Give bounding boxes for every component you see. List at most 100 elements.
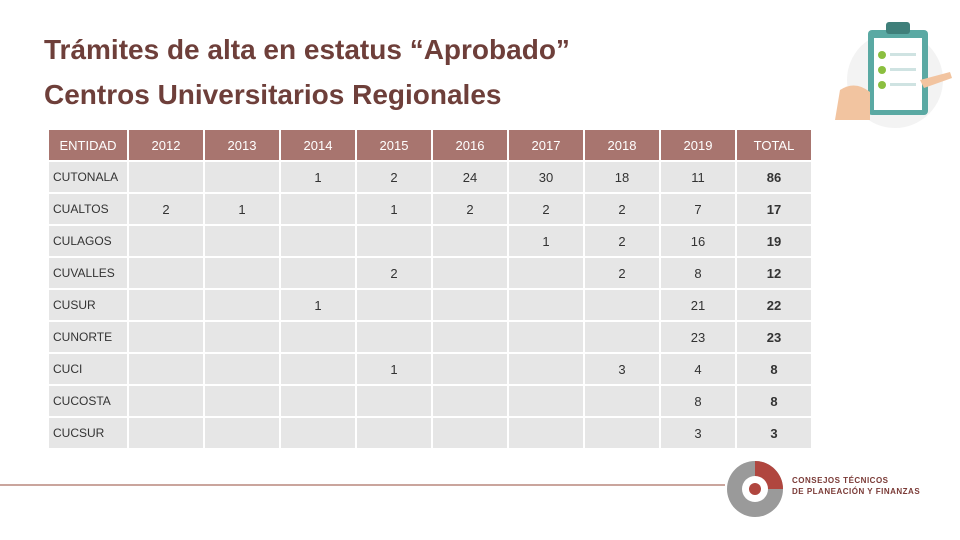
data-table: ENTIDAD 2012 2013 2014 2015 2016 2017 2018 2019 T… <box>47 128 813 450</box>
cell <box>279 416 357 450</box>
cell <box>127 384 205 418</box>
table-row: CUCSUR 3 3 <box>47 416 813 450</box>
cell: 3 <box>583 352 661 386</box>
cell: 23 <box>659 320 737 354</box>
title-line: Trámites de alta en estatus “Aprobado” <box>44 34 570 65</box>
cell <box>203 288 281 322</box>
row-label: CUCOSTA <box>47 384 129 418</box>
cell <box>431 352 509 386</box>
cell <box>127 288 205 322</box>
cell <box>203 384 281 418</box>
cell: 2 <box>127 192 205 226</box>
row-label: CULAGOS <box>47 224 129 258</box>
column-header: 2015 <box>355 128 433 162</box>
cell: 1 <box>279 160 357 194</box>
column-header: 2013 <box>203 128 281 162</box>
row-label: CUNORTE <box>47 320 129 354</box>
column-header: TOTAL <box>735 128 813 162</box>
cell: 8 <box>735 352 813 386</box>
cell <box>355 384 433 418</box>
cell: 11 <box>659 160 737 194</box>
cell <box>507 256 585 290</box>
cell <box>279 320 357 354</box>
cell <box>355 288 433 322</box>
cell: 1 <box>279 288 357 322</box>
table-row: CUNORTE 23 23 <box>47 320 813 354</box>
cell: 12 <box>735 256 813 290</box>
table-row: CULAGOS 1 2 16 19 <box>47 224 813 258</box>
cell: 2 <box>583 224 661 258</box>
cell: 1 <box>355 192 433 226</box>
cell <box>279 384 357 418</box>
cell <box>431 256 509 290</box>
cell <box>431 384 509 418</box>
column-header: 2018 <box>583 128 661 162</box>
clipboard-illustration <box>835 22 952 128</box>
cell: 1 <box>203 192 281 226</box>
cell: 3 <box>735 416 813 450</box>
cell: 8 <box>659 384 737 418</box>
cell <box>583 288 661 322</box>
divider <box>0 484 725 486</box>
column-header: 2012 <box>127 128 205 162</box>
cell: 1 <box>355 352 433 386</box>
cell: 2 <box>431 192 509 226</box>
cell <box>355 320 433 354</box>
cell: 4 <box>659 352 737 386</box>
row-label: CUVALLES <box>47 256 129 290</box>
cell <box>431 288 509 322</box>
cell: 16 <box>659 224 737 258</box>
cell: 30 <box>507 160 585 194</box>
cell <box>279 352 357 386</box>
cell <box>203 320 281 354</box>
table-row: CUALTOS 2 1 1 2 2 2 7 17 <box>47 192 813 226</box>
row-label: CUCI <box>47 352 129 386</box>
cell: 2 <box>583 192 661 226</box>
cell: 1 <box>507 224 585 258</box>
cell <box>355 416 433 450</box>
cell <box>507 288 585 322</box>
cell <box>583 320 661 354</box>
row-label: CUSUR <box>47 288 129 322</box>
cell <box>127 320 205 354</box>
cell <box>203 256 281 290</box>
cell <box>127 352 205 386</box>
title-line: Centros Universitarios Regionales <box>44 79 502 110</box>
logo-text: Consejos Técnicos <box>792 476 889 485</box>
cell <box>431 224 509 258</box>
logo-text: de Planeación y Finanzas <box>792 487 921 496</box>
row-label: CUTONALA <box>47 160 129 194</box>
cell: 22 <box>735 288 813 322</box>
cell <box>127 224 205 258</box>
cell <box>127 416 205 450</box>
cell <box>203 416 281 450</box>
cell: 21 <box>659 288 737 322</box>
cell <box>431 416 509 450</box>
table-row: CUVALLES 2 2 8 12 <box>47 256 813 290</box>
table-row: CUCOSTA 8 8 <box>47 384 813 418</box>
cell <box>127 256 205 290</box>
cell <box>279 224 357 258</box>
table-row: CUTONALA 1 2 24 30 18 11 86 <box>47 160 813 194</box>
column-header: ENTIDAD <box>47 128 129 162</box>
cell: 8 <box>735 384 813 418</box>
cell: 24 <box>431 160 509 194</box>
cell: 2 <box>355 160 433 194</box>
row-label: CUALTOS <box>47 192 129 226</box>
column-header: 2016 <box>431 128 509 162</box>
column-header: 2019 <box>659 128 737 162</box>
table-row: CUCI 1 3 4 8 <box>47 352 813 386</box>
cell <box>203 352 281 386</box>
logo-mark <box>727 461 783 517</box>
cell <box>507 416 585 450</box>
cell <box>355 224 433 258</box>
cell <box>507 384 585 418</box>
cell: 17 <box>735 192 813 226</box>
cell: 2 <box>355 256 433 290</box>
cell <box>279 256 357 290</box>
cell: 8 <box>659 256 737 290</box>
cell <box>507 352 585 386</box>
cell: 23 <box>735 320 813 354</box>
cell: 7 <box>659 192 737 226</box>
